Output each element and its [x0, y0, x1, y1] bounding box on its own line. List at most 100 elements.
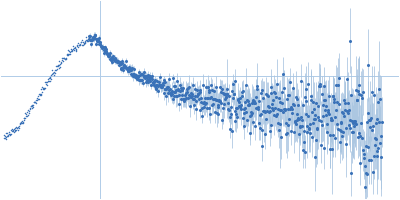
Point [44, 80, 50, 83]
Point [22, 116, 28, 119]
Point [76, 43, 82, 46]
Point [46, 79, 53, 82]
Point [32, 100, 38, 103]
Point [78, 43, 85, 47]
Point [50, 70, 57, 73]
Point [65, 54, 71, 57]
Point [21, 116, 28, 119]
Point [60, 59, 66, 62]
Point [49, 68, 56, 71]
Point [17, 123, 23, 126]
Point [70, 45, 76, 48]
Point [56, 59, 63, 62]
Point [35, 97, 41, 100]
Point [48, 77, 55, 81]
Point [33, 101, 39, 104]
Point [57, 62, 64, 65]
Point [11, 127, 18, 130]
Point [40, 86, 46, 89]
Point [1, 133, 7, 136]
Point [68, 48, 74, 51]
Point [3, 132, 9, 135]
Point [13, 129, 20, 132]
Point [70, 47, 76, 51]
Point [20, 121, 26, 124]
Point [38, 88, 45, 91]
Point [32, 101, 38, 104]
Point [55, 66, 62, 70]
Point [10, 130, 16, 133]
Point [6, 133, 13, 136]
Point [74, 44, 80, 48]
Point [41, 88, 47, 91]
Point [38, 93, 44, 96]
Point [23, 113, 30, 116]
Point [18, 120, 24, 123]
Point [28, 104, 35, 108]
Point [25, 109, 32, 112]
Point [73, 49, 79, 52]
Point [40, 87, 46, 90]
Point [77, 43, 83, 46]
Point [72, 46, 78, 49]
Point [16, 124, 22, 128]
Point [10, 127, 17, 130]
Point [45, 80, 51, 83]
Point [61, 56, 67, 59]
Point [6, 133, 12, 136]
Point [29, 106, 35, 110]
Point [82, 39, 89, 43]
Point [47, 75, 53, 79]
Point [65, 49, 72, 52]
Point [80, 43, 86, 46]
Point [74, 43, 81, 47]
Point [0, 136, 7, 139]
Point [63, 54, 70, 57]
Point [37, 92, 43, 95]
Point [9, 129, 15, 132]
Point [36, 92, 42, 95]
Point [84, 38, 90, 41]
Point [54, 65, 60, 68]
Point [69, 49, 76, 52]
Point [26, 110, 32, 113]
Point [6, 130, 12, 134]
Point [75, 41, 82, 44]
Point [48, 74, 54, 77]
Point [19, 119, 25, 123]
Point [31, 100, 38, 103]
Point [22, 112, 28, 115]
Point [10, 129, 16, 132]
Point [78, 41, 84, 44]
Point [60, 56, 66, 60]
Point [42, 80, 48, 83]
Point [71, 47, 77, 50]
Point [57, 66, 63, 69]
Point [85, 39, 91, 42]
Point [19, 120, 26, 124]
Point [8, 128, 15, 131]
Point [64, 53, 71, 56]
Point [14, 126, 20, 129]
Point [75, 45, 81, 48]
Point [55, 64, 61, 67]
Point [47, 76, 54, 79]
Point [16, 122, 23, 125]
Point [51, 73, 58, 76]
Point [54, 63, 61, 67]
Point [84, 40, 90, 43]
Point [4, 132, 11, 135]
Point [24, 113, 31, 117]
Point [34, 98, 40, 101]
Point [30, 103, 36, 106]
Point [58, 60, 64, 63]
Point [5, 134, 12, 137]
Point [18, 122, 25, 125]
Point [72, 46, 78, 49]
Point [41, 86, 48, 90]
Point [79, 38, 85, 41]
Point [23, 114, 29, 117]
Point [46, 79, 52, 83]
Point [63, 56, 69, 59]
Point [27, 107, 33, 110]
